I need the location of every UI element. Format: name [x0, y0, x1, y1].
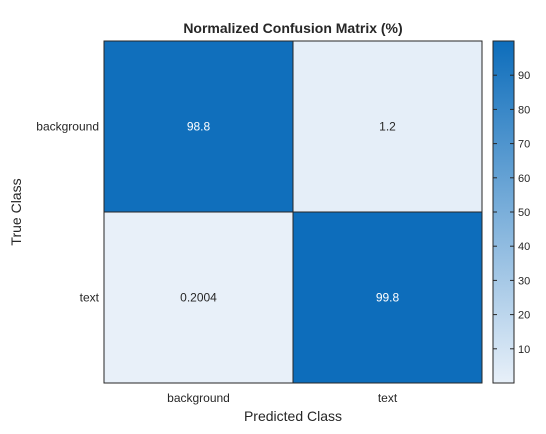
y-tick-labels: background text	[36, 120, 99, 305]
colorbar-tick-label-6: 70	[518, 139, 530, 151]
chart-title: Normalized Confusion Matrix (%)	[183, 20, 402, 36]
colorbar-tick-label-3: 40	[518, 241, 530, 253]
y-tick-label-1: text	[80, 291, 100, 305]
heatmap-cell-0-0	[103, 40, 294, 213]
colorbar-tick-label-1: 20	[518, 310, 530, 322]
y-tick-label-0: background	[36, 120, 99, 134]
cell-label-1-0: 0.2004	[180, 291, 217, 305]
heatmap-cell-1-1	[292, 211, 483, 384]
heatmap-cell-0-1	[292, 40, 483, 213]
colorbar-tick-label-7: 80	[518, 104, 530, 116]
colorbar-tick-label-5: 60	[518, 173, 530, 185]
colorbar-tick-label-8: 90	[518, 70, 530, 82]
cell-label-1-1: 99.8	[376, 291, 400, 305]
cell-label-0-1: 1.2	[379, 120, 396, 134]
colorbar-tick-label-0: 10	[518, 344, 530, 356]
cell-value-labels: 98.8 1.2 0.2004 99.8	[180, 120, 399, 305]
x-axis-label: Predicted Class	[244, 408, 342, 424]
x-tick-label-1: text	[378, 391, 398, 405]
heatmap-cell-1-0	[103, 211, 294, 384]
heatmap-cells	[103, 40, 483, 384]
x-tick-labels: background text	[167, 391, 398, 405]
plot-frame	[103, 40, 483, 384]
cell-label-0-0: 98.8	[187, 120, 211, 134]
colorbar-ticks: 10 20 30 40 50 60 70 80 90	[493, 70, 530, 356]
colorbar-tick-label-4: 50	[518, 207, 530, 219]
y-axis-label: True Class	[8, 178, 24, 245]
colorbar-tick-label-2: 30	[518, 275, 530, 287]
x-tick-label-0: background	[167, 391, 230, 405]
